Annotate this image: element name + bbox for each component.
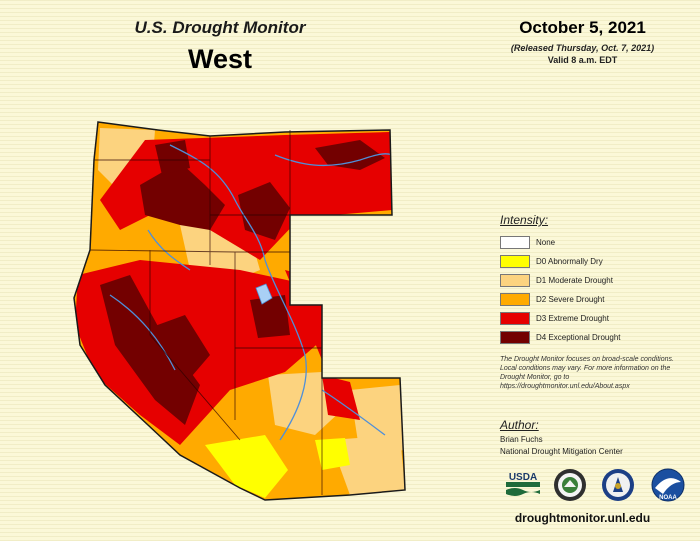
author-block: Author: Brian Fuchs National Drought Mit… [500,418,690,456]
map-title-block: U.S. Drought Monitor West [70,18,370,75]
river [264,259,307,441]
legend-swatch [500,312,530,325]
legend-item-none: None [500,233,690,252]
usda-logo: USDA [506,472,540,496]
d0-area-nm-southwest [315,438,350,470]
drought-map-svg [73,121,406,501]
d1-area-nm-south [330,435,405,495]
author-heading: Author: [500,418,539,432]
noaa-logo: NOAA [651,468,685,502]
legend-label: None [536,238,556,247]
d0-area-south [205,435,288,498]
author-organization: National Drought Mitigation Center [500,447,623,456]
drought-map [60,110,480,530]
legend-item-d3: D3 Extreme Drought [500,309,690,328]
ndmc-logo [554,469,586,501]
legend-label: D3 Extreme Drought [536,314,609,323]
legend-item-d0: D0 Abnormally Dry [500,252,690,271]
legend-label: D0 Abnormally Dry [536,257,603,266]
state-line-ca-nv [149,250,241,441]
river [321,389,386,436]
author-name: Brian Fuchs [500,435,543,444]
river [109,294,176,371]
map-date: October 5, 2021 [519,18,646,37]
river [169,144,266,261]
doc-seal-logo [602,469,634,501]
region-title: West [187,44,253,74]
noaa-logo-text: NOAA [659,495,677,501]
great-salt-lake [255,283,273,305]
disclaimer-note: The Drought Monitor focuses on broad-sca… [500,356,674,390]
legend-title: Intensity: [500,213,549,227]
legend-item-d1: D1 Moderate Drought [500,271,690,290]
d4-area-oregon [140,162,225,230]
legend-label: D2 Severe Drought [536,295,605,304]
release-date: (Released Thursday, Oct. 7, 2021) [510,43,655,53]
valid-time: Valid 8 a.m. EDT [547,55,618,65]
d4-area-utah [250,295,290,338]
legend-swatch [500,331,530,344]
legend-item-d2: D2 Severe Drought [500,290,690,309]
state-line-or-ca [89,249,236,253]
d4-area-montana-east [315,140,385,170]
d3-area-four-corners [322,375,360,420]
map-title: U.S. Drought Monitor [134,18,306,37]
legend-swatch [500,293,530,306]
legend-swatch [500,274,530,287]
legend-label: D1 Moderate Drought [536,276,613,285]
d1-area-arizona [268,372,342,435]
river [147,229,191,271]
site-url[interactable]: droughtmonitor.unl.edu [514,511,651,525]
legend-item-d4: D4 Exceptional Drought [500,328,690,347]
legend: Intensity: None D0 Abnormally Dry D1 Mod… [500,213,690,347]
legend-swatch [500,255,530,268]
legend-label: D4 Exceptional Drought [536,333,621,342]
river [274,153,393,167]
d4-area-washington [155,140,190,175]
date-block: October 5, 2021 (Released Thursday, Oct.… [470,18,695,65]
partner-logos: USDA NOAA [505,468,690,504]
usda-logo-text: USDA [509,472,537,483]
region-outline [73,121,406,501]
legend-swatch [500,236,530,249]
